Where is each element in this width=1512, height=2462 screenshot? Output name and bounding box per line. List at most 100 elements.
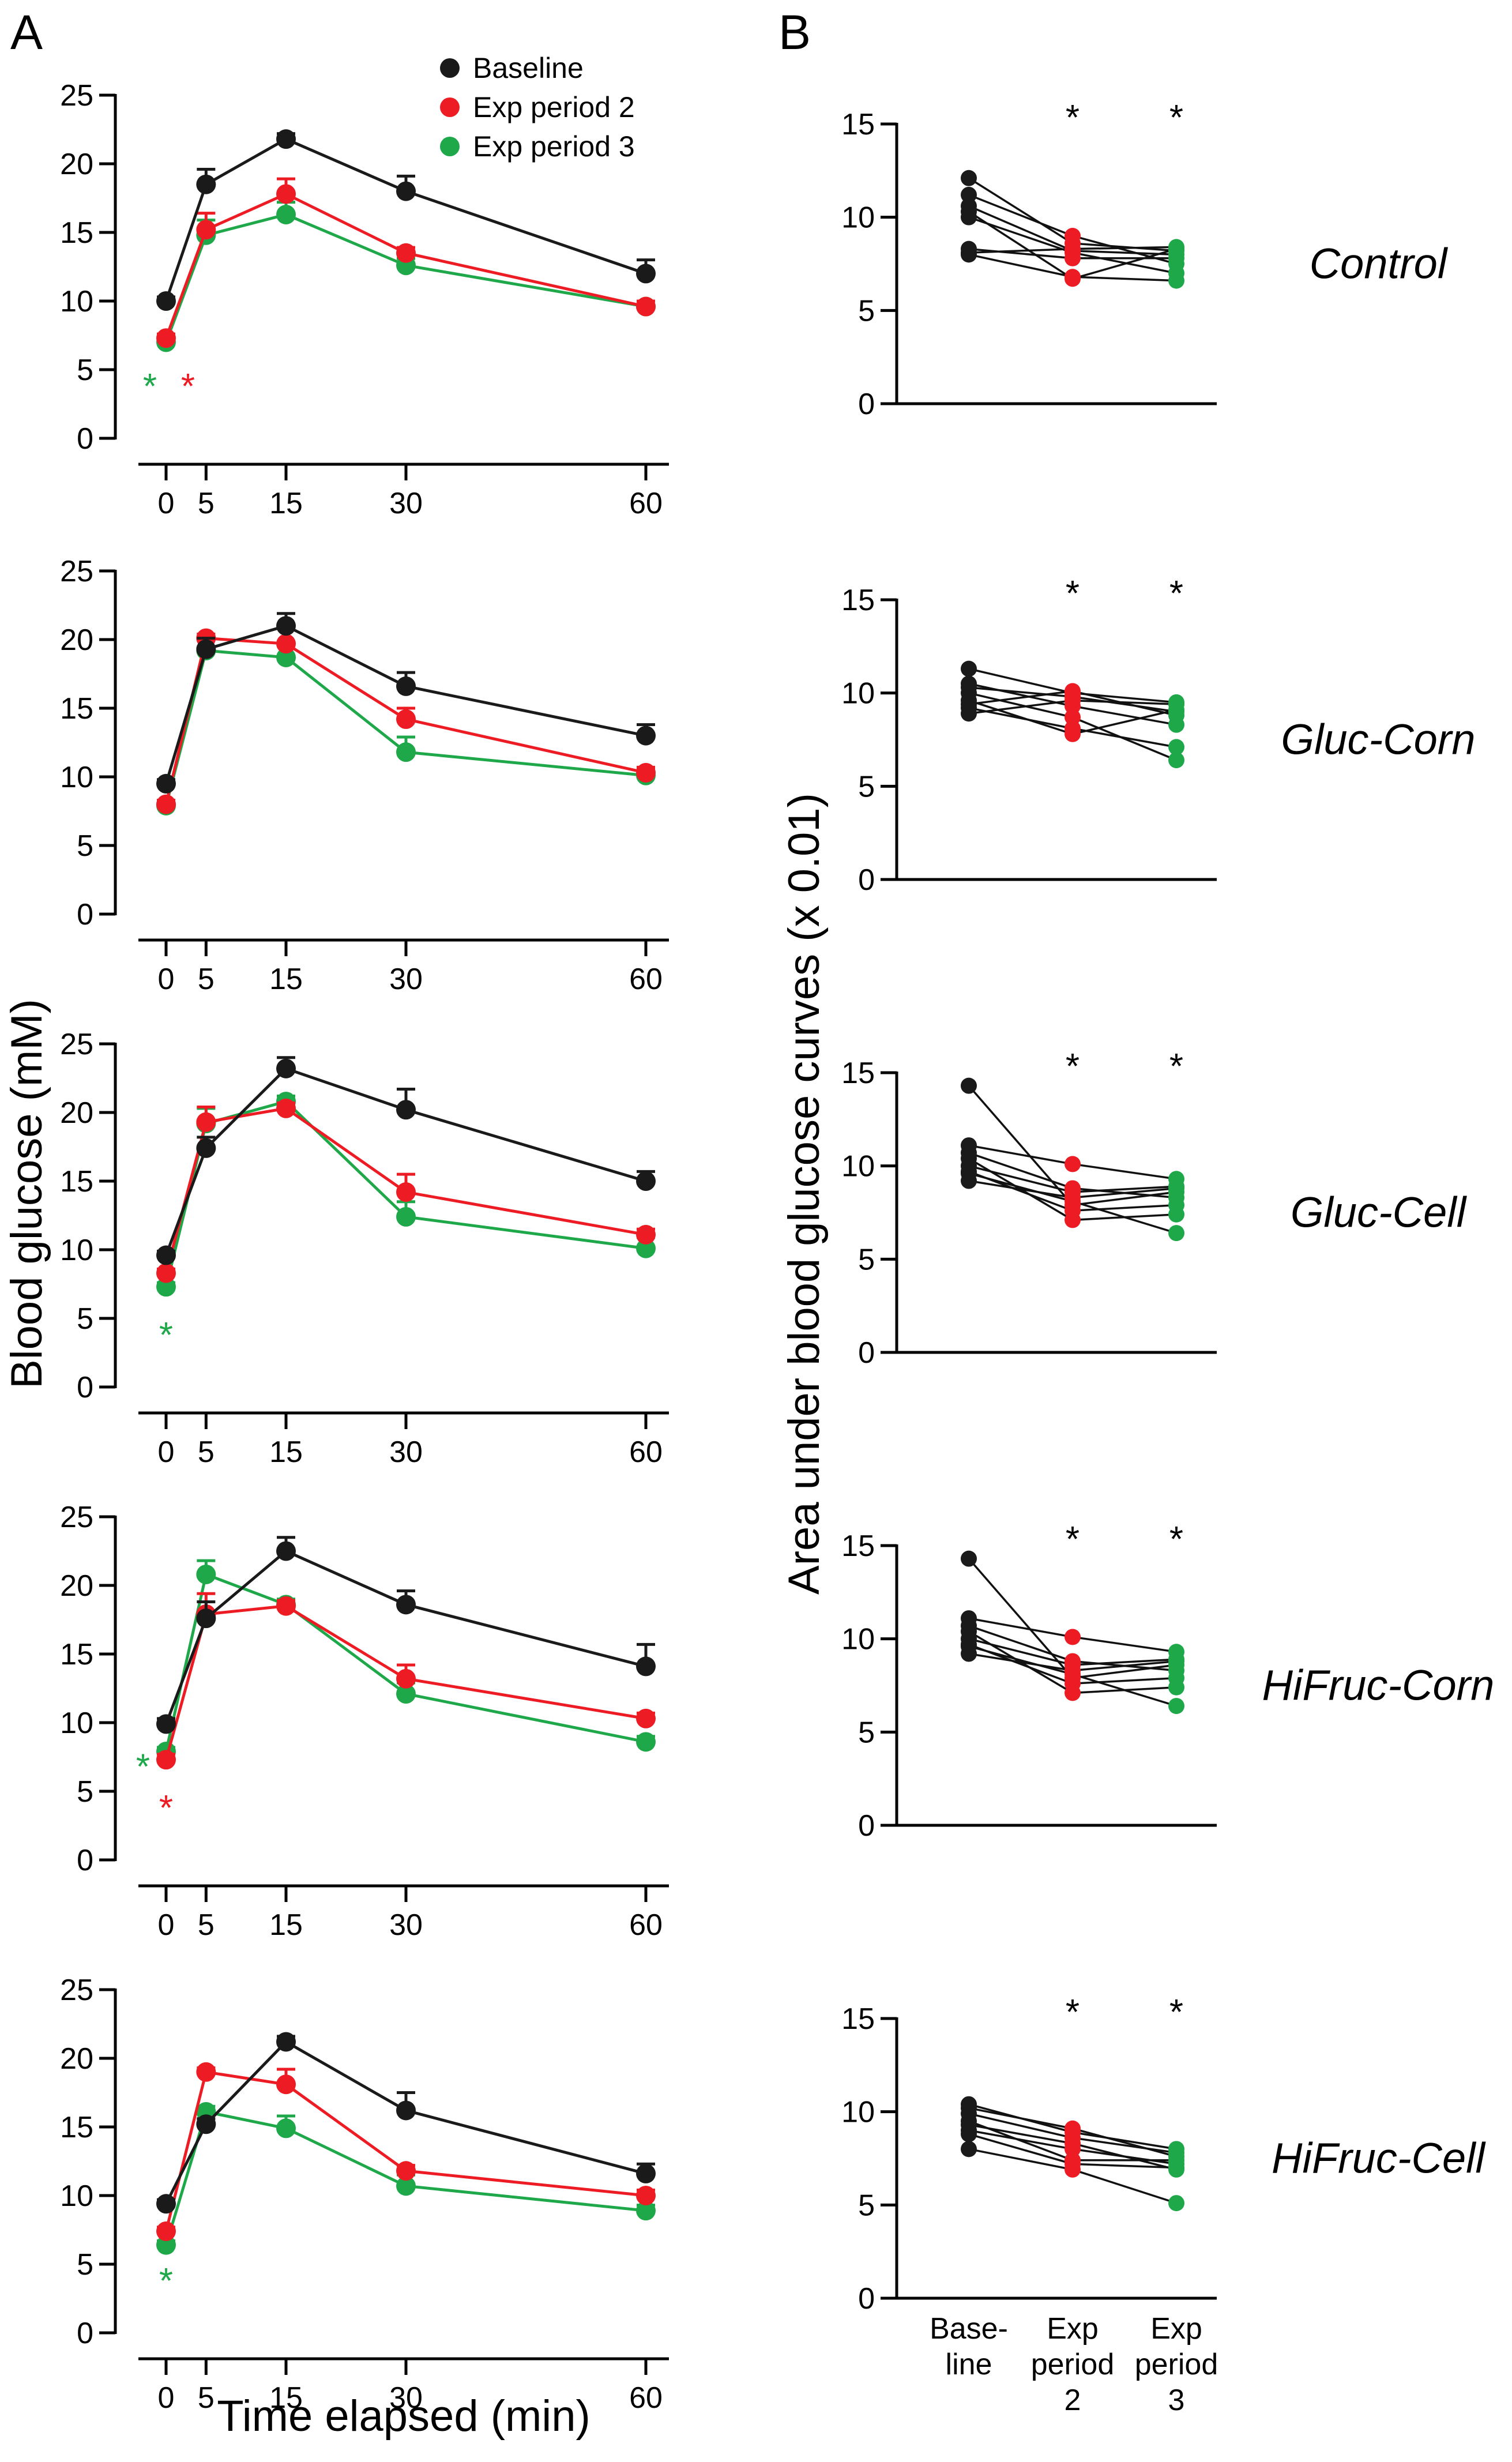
data-point <box>961 209 977 225</box>
data-point <box>196 2114 216 2134</box>
x-tick-label: 60 <box>629 2381 663 2415</box>
y-tick-label: 0 <box>77 2317 93 2350</box>
series-line <box>164 137 646 302</box>
chart-b-control: 0 5 10 15 * * Control <box>841 98 1449 421</box>
data-point <box>396 1100 416 1120</box>
x-tick-label: 30 <box>389 1908 423 1942</box>
x-tick-label: 5 <box>198 2381 215 2415</box>
data-point <box>961 2126 977 2142</box>
y-tick-label: 10 <box>60 285 93 318</box>
data-point <box>1168 707 1184 724</box>
series-baseline <box>156 612 656 794</box>
y-tick-label: 0 <box>858 2282 875 2316</box>
x-tick-label: 0 <box>158 1908 175 1942</box>
significance-asterisk: * <box>1066 98 1080 138</box>
data-point <box>196 1608 216 1629</box>
data-point <box>961 1077 977 1094</box>
x-tick-label: 60 <box>629 1908 663 1942</box>
data-point <box>1168 1670 1184 1686</box>
y-tick-label: 0 <box>858 1809 875 1843</box>
x-category-label: 3 <box>1168 2384 1185 2417</box>
x-category-label: Exp <box>1150 2312 1202 2346</box>
x-axis-title: Time elapsed (min) <box>217 2392 590 2441</box>
data-point <box>961 170 977 186</box>
data-point <box>276 647 296 667</box>
data-point <box>156 1750 176 1770</box>
y-tick-label: 5 <box>77 354 93 387</box>
y-axis-title-b: Area under blood glucose curves (x 0.01) <box>780 793 829 1595</box>
legend-marker <box>440 97 460 117</box>
y-tick-label: 0 <box>77 1844 93 1877</box>
data-point <box>276 1098 296 1118</box>
y-tick-label: 20 <box>60 1569 93 1603</box>
legend-marker <box>440 58 460 78</box>
y-tick-label: 15 <box>60 1638 93 1671</box>
group-label: Control <box>1310 240 1449 288</box>
data-point <box>636 1708 656 1728</box>
data-point <box>961 705 977 722</box>
y-tick-label: 0 <box>858 388 875 421</box>
group-label: Gluc-Corn <box>1281 716 1475 764</box>
data-point <box>276 2118 296 2138</box>
data-point <box>396 1684 416 1704</box>
data-point <box>1168 2159 1184 2176</box>
panel-label-a: A <box>10 5 43 59</box>
x-tick-label: 60 <box>629 1435 663 1469</box>
significance-asterisk: * <box>1066 1520 1080 1559</box>
y-tick-label: 5 <box>77 1302 93 1336</box>
data-point <box>1065 1193 1081 1210</box>
data-point <box>1168 1225 1184 1242</box>
data-point <box>276 2032 296 2052</box>
x-tick-label: 30 <box>389 487 423 520</box>
significance-asterisk: * <box>1169 574 1183 614</box>
x-category-label: line <box>946 2348 992 2381</box>
y-tick-label: 5 <box>858 1716 875 1749</box>
data-point <box>276 1541 296 1561</box>
x-axis: 0 5 15 30 60 <box>138 1411 669 1469</box>
data-point <box>156 773 176 794</box>
y-tick-label: 0 <box>858 863 875 897</box>
series-exp-period-2 <box>156 177 656 348</box>
y-axis: 0 5 10 15 20 25 <box>60 79 117 456</box>
y-tick-label: 15 <box>60 2111 93 2144</box>
data-point <box>1065 720 1081 737</box>
data-point <box>396 2161 416 2181</box>
x-tick-label: 0 <box>158 963 175 996</box>
x-tick-label: 0 <box>158 1435 175 1469</box>
y-tick-label: 10 <box>841 2096 875 2129</box>
series-exp-period-2 <box>156 2062 656 2241</box>
y-tick-label: 25 <box>60 1028 93 1061</box>
legend-label: Baseline <box>473 52 584 84</box>
y-axis: 0 5 10 15 20 25 <box>60 1974 117 2350</box>
x-tick-label: 15 <box>269 487 303 520</box>
data-point <box>1065 2161 1081 2178</box>
x-category-label: period <box>1135 2348 1218 2381</box>
data-point <box>1065 1156 1081 1172</box>
series-line <box>164 213 646 343</box>
data-point <box>196 1564 216 1584</box>
y-tick-label: 15 <box>841 1529 875 1563</box>
x-category-label: Base- <box>930 2312 1008 2346</box>
significance-asterisk: * <box>181 367 195 407</box>
x-tick-label: 15 <box>269 2381 303 2415</box>
data-point <box>196 1138 216 1158</box>
data-point <box>396 2176 416 2196</box>
x-tick-label: 30 <box>389 1435 423 1469</box>
y-tick-label: 5 <box>77 2248 93 2281</box>
data-point <box>961 1638 977 1655</box>
data-point <box>156 328 176 348</box>
data-point <box>1168 2195 1184 2212</box>
significance-asterisk: * <box>1169 1993 1183 2032</box>
series-baseline <box>156 129 656 311</box>
data-point <box>636 1224 656 1245</box>
group-label: Gluc-Cell <box>1291 1189 1468 1236</box>
data-point <box>961 660 977 677</box>
y-tick-label: 5 <box>858 1243 875 1276</box>
y-tick-label: 20 <box>60 1096 93 1130</box>
data-point <box>276 634 296 654</box>
data-point <box>1168 272 1184 289</box>
series-baseline <box>156 2032 656 2214</box>
data-point <box>156 1245 176 1265</box>
